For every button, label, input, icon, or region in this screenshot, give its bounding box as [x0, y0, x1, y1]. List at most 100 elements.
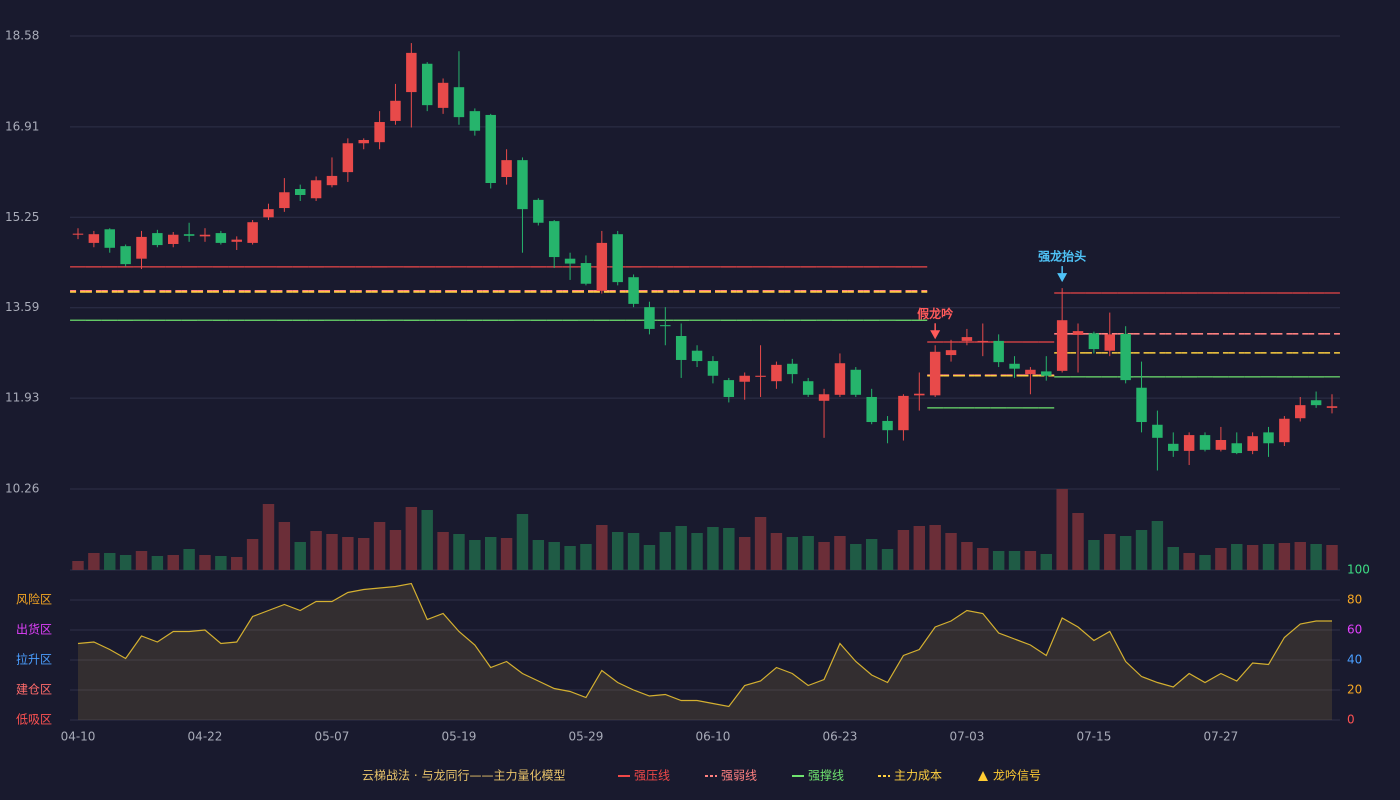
candle-body [1025, 369, 1036, 375]
candle-body [1326, 406, 1338, 408]
candle-body [771, 364, 782, 382]
candle-body [548, 221, 560, 258]
volume-bar [1183, 553, 1195, 570]
candle-body [644, 307, 655, 329]
zone-label: 风险区 [16, 592, 52, 607]
legend-label: 强撑线 [808, 768, 844, 783]
volume-bar [897, 530, 910, 570]
candle-body [501, 160, 512, 178]
candle-body [1104, 334, 1116, 351]
volume-bar [373, 522, 386, 570]
volume-bar [437, 532, 449, 570]
candle-body [342, 143, 354, 173]
volume-bar [977, 548, 989, 570]
candle-body [802, 381, 814, 395]
candle-body [596, 242, 608, 291]
candle-body [1168, 443, 1179, 451]
candle-body [1231, 443, 1242, 454]
oscillator-area [78, 583, 1332, 720]
volume-bar [1231, 544, 1243, 570]
volume-bar [723, 528, 735, 570]
volume-bar [627, 533, 640, 570]
zone-label: 出货区 [16, 622, 52, 637]
legend-label: 主力成本 [894, 769, 942, 783]
volume-bar [1294, 542, 1306, 570]
volume-bar [88, 553, 100, 570]
candle-body [1041, 371, 1052, 376]
x-tick-label: 05-19 [442, 730, 477, 744]
candle-body [485, 114, 496, 184]
candle-body [818, 394, 830, 401]
volume-bar [516, 514, 529, 570]
volume-bar [199, 555, 211, 570]
volume-bar [564, 546, 576, 570]
candle-body [421, 63, 433, 106]
volume-bar [707, 527, 719, 570]
volume-bar [580, 544, 592, 570]
candle-body [136, 236, 147, 259]
volume-bar [72, 561, 84, 570]
candle-body [263, 209, 274, 218]
candle-body [866, 396, 877, 423]
zone-label: 建仓区 [16, 683, 52, 697]
volume-bar [1310, 544, 1322, 570]
volume-bar [786, 537, 799, 570]
candle-body [294, 188, 306, 195]
candle-body [1009, 363, 1020, 369]
candle-body [675, 336, 687, 360]
volume-bar [135, 551, 148, 570]
candle-body [1072, 331, 1084, 335]
volume-bar [1199, 555, 1211, 570]
candle-body [564, 258, 576, 264]
candle-body [453, 87, 465, 118]
y-tick-label: 60 [1347, 623, 1362, 637]
volume-bar [358, 538, 370, 570]
candle-body [723, 380, 735, 397]
volume-bar [1278, 543, 1291, 570]
candle-body [88, 234, 100, 243]
x-tick-label: 04-22 [188, 730, 223, 744]
volume-bar [850, 544, 862, 570]
candle-body [612, 234, 623, 283]
candle-body [469, 111, 481, 131]
candle-body [358, 139, 369, 144]
y-tick-label: 10.26 [5, 482, 39, 496]
candle-body [628, 277, 639, 304]
volume-bar [1326, 545, 1338, 570]
y-tick-label: 16.91 [5, 119, 39, 133]
candle-body [72, 233, 84, 235]
candle-body [739, 375, 750, 382]
candle-body [1295, 405, 1306, 419]
candle-body [152, 233, 163, 246]
volume-bar [532, 540, 545, 570]
candle-body [834, 363, 846, 395]
volume-bar [1151, 521, 1164, 570]
volume-bar [278, 522, 291, 570]
volume-bar [183, 549, 195, 570]
candle-body [755, 375, 766, 377]
signal-label: 假龙吟 [917, 306, 953, 321]
volume-bar [961, 542, 973, 570]
candle-body [104, 229, 115, 248]
candle-body [199, 234, 211, 237]
legend-label: 强弱线 [721, 769, 757, 783]
volume-bar [754, 517, 767, 570]
candle-body [929, 351, 941, 396]
x-tick-label: 06-23 [822, 730, 857, 744]
candle-body [279, 192, 290, 209]
volume-bar [342, 537, 354, 570]
volume-bar [691, 533, 703, 570]
volume-bar [865, 539, 878, 570]
y-tick-label: 18.58 [5, 29, 39, 43]
volume-bar [643, 545, 656, 570]
volume-bar [802, 536, 814, 570]
y-tick-label: 40 [1347, 653, 1362, 667]
volume-bar [469, 540, 481, 570]
volume-bar [992, 551, 1005, 570]
candle-body [326, 175, 338, 186]
candle-body [945, 350, 957, 356]
volume-bar [834, 536, 846, 570]
x-tick-label: 05-29 [569, 730, 604, 744]
volume-bar [453, 534, 465, 570]
candle-body [580, 263, 592, 284]
